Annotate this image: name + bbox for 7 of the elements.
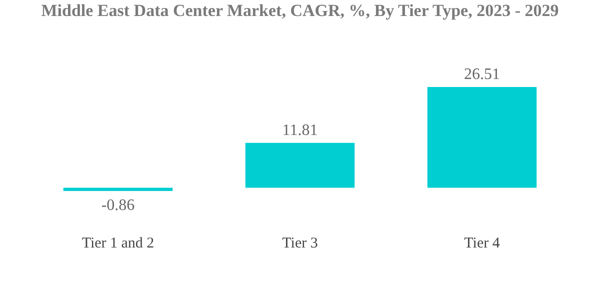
data-label: 26.51 (464, 66, 500, 83)
x-tick-label: Tier 1 and 2 (82, 236, 154, 252)
data-label: -0.86 (101, 197, 135, 214)
x-tick-label: Tier 3 (282, 236, 318, 252)
data-label: 11.81 (282, 122, 318, 139)
x-tick-label: Tier 4 (464, 236, 500, 252)
chart-title: Middle East Data Center Market, CAGR, %, By Tier Type, 2023 - 2029 (41, 1, 559, 20)
